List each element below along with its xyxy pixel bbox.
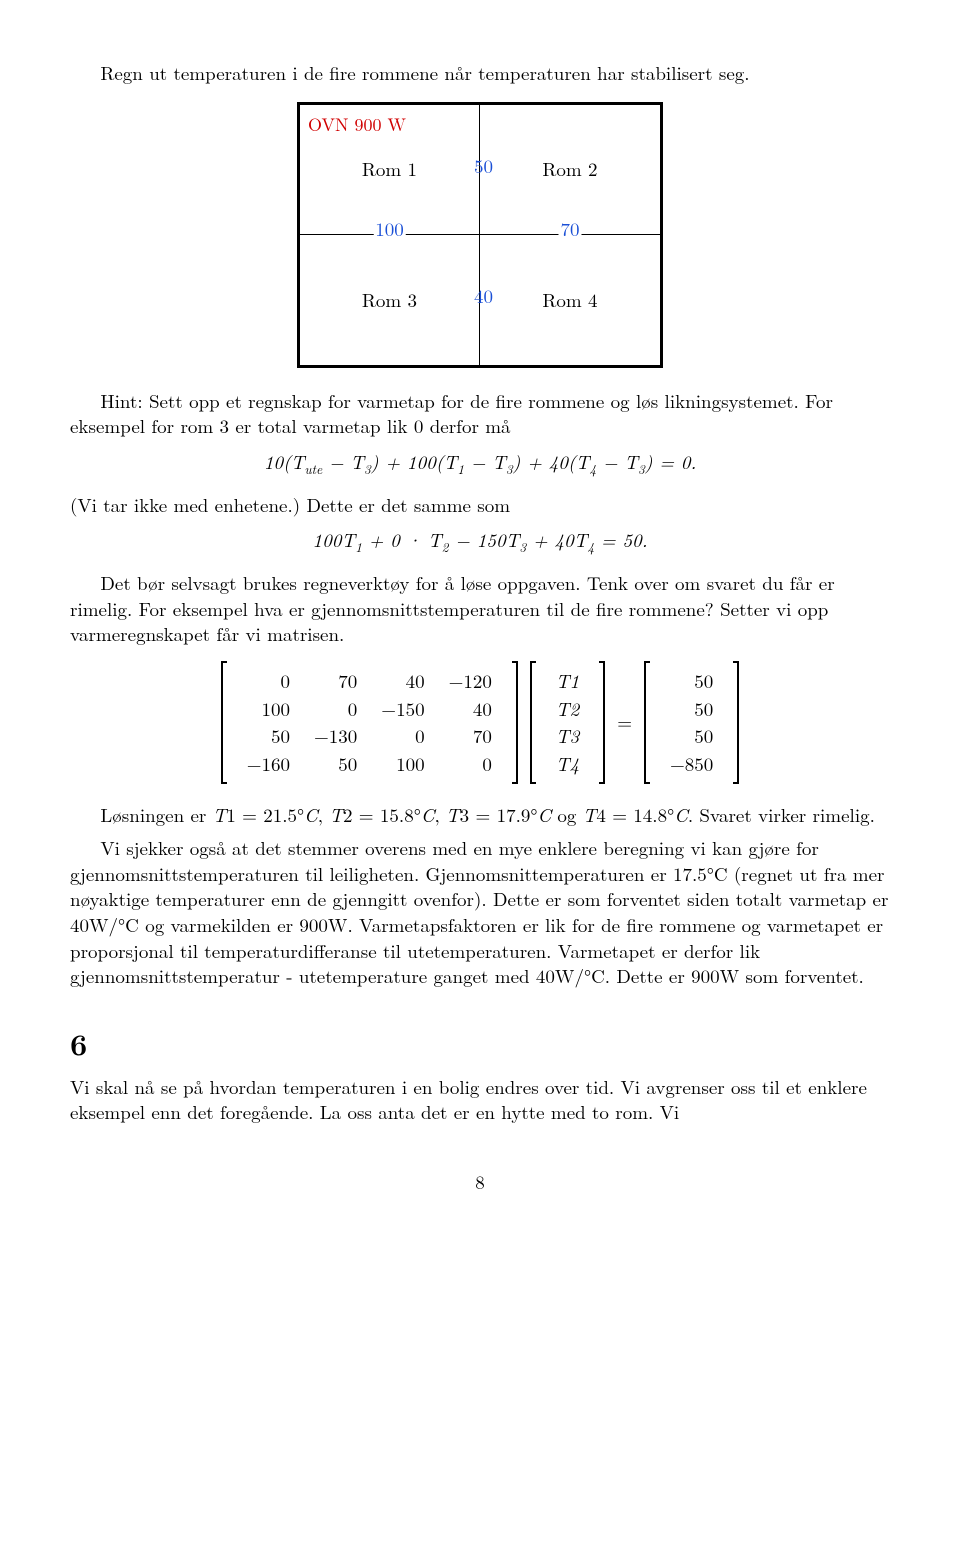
room-diagram-container: OVN 900 W Rom 1 50 100 Rom 2 70 Rom 3 40… [70,102,890,368]
solution-text: Løsningen er T1 = 21.5°C, T2 = 15.8°C, T… [70,802,890,828]
equation-1: 10(Tute − T3) + 100(T1 − T3) + 40(T4 − T… [70,449,890,478]
room-1-label: Rom 1 [362,156,417,182]
room-3-label: Rom 3 [362,287,417,313]
vector-t: T1T2T3T4 [530,661,605,784]
para-3: Det bør selvsagt brukes regneverktøy for… [70,570,890,647]
ovn-label: OVN 900 W [308,113,406,137]
room-diagram: OVN 900 W Rom 1 50 100 Rom 2 70 Rom 3 40… [297,102,663,368]
equation-2: 100T1 + 0 · T2 − 150T3 + 40T4 = 50. [70,527,890,556]
intro-text: Regn ut temperaturen i de fire rommene n… [70,60,890,86]
room-4-label: Rom 4 [542,287,597,313]
room-2-cell: Rom 2 70 [480,105,660,235]
para-4: Vi sjekker også at det stemmer overens m… [70,835,890,989]
hint-text: Hint: Sett opp et regnskap for varmetap … [70,388,890,439]
room-4-cell: Rom 4 [480,235,660,365]
matrix-a: 07040−1201000−1504050−130070−160501000 [221,661,518,784]
equals-sign: = [617,709,632,735]
room-1-cell: OVN 900 W Rom 1 50 100 [300,105,480,235]
page-number: 8 [70,1169,890,1195]
room-2-label: Rom 2 [542,156,597,182]
para-5: Vi skal nå se på hvordan temperaturen i … [70,1074,890,1125]
para-2: (Vi tar ikke med enhetene.) Dette er det… [70,492,890,518]
matrix-equation: 07040−1201000−1504050−130070−160501000 T… [70,661,890,784]
vector-b: 505050−850 [644,661,739,784]
room-3-cell: Rom 3 40 [300,235,480,365]
section-number-6: 6 [70,1023,890,1064]
